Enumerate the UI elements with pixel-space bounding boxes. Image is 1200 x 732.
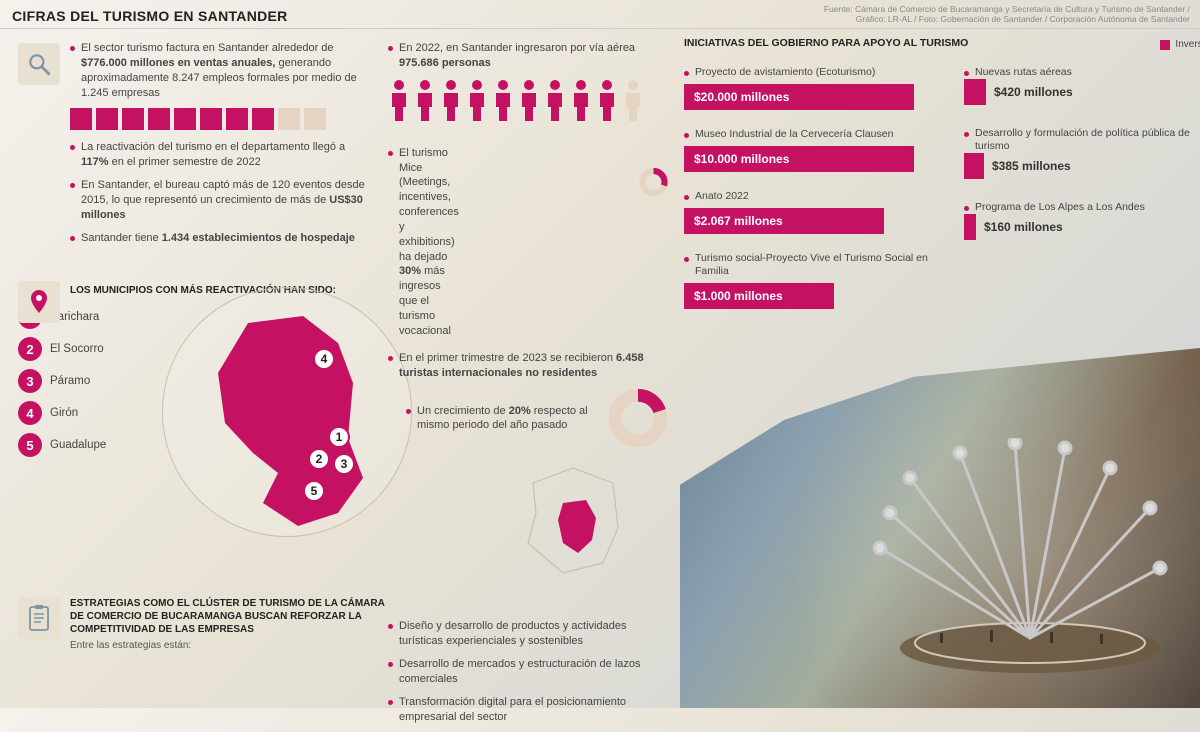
initiative-item: Desarrollo y formulación de política púb… (964, 127, 1194, 179)
mice-donut-chart (639, 142, 668, 222)
pin-icon (18, 281, 60, 323)
fact-bullet: Santander tiene 1.434 establecimientos d… (70, 231, 372, 246)
fact-bullet: La reactivación del turismo en el depart… (70, 140, 372, 170)
map-zoom: 4 1235 (162, 287, 412, 537)
strategy-bullet: Transformación digital para el posiciona… (388, 695, 668, 725)
strategies-block: ESTRATEGIAS COMO EL CLÚSTER DE TURISMO D… (18, 597, 398, 651)
map-marker: 2 (308, 448, 330, 470)
initiative-item: Nuevas rutas aéreas$420 millones (964, 66, 1194, 105)
map-marker: 4 (313, 348, 335, 370)
strategy-bullet: Desarrollo de mercados y estructuración … (388, 657, 668, 687)
initiative-item: Turismo social-Proyecto Vive el Turismo … (684, 252, 934, 309)
map-marker: 3 (333, 453, 355, 475)
q1-tourists-bullet: En el primer trimestre de 2023 se recibi… (388, 351, 658, 381)
square-pictograph (70, 108, 372, 130)
legend-swatch (1160, 40, 1170, 50)
strategy-bullet: Diseño y desarrollo de productos y activ… (388, 619, 668, 649)
middle-column: En 2022, en Santander ingresaron por vía… (388, 37, 668, 732)
strategy-list: Diseño y desarrollo de productos y activ… (388, 619, 668, 724)
people-pictograph (388, 79, 668, 124)
initiative-item: Proyecto de avistamiento (Ecoturismo)$20… (684, 66, 934, 110)
strategies-title: ESTRATEGIAS COMO EL CLÚSTER DE TURISMO D… (70, 597, 398, 636)
strategies-subtitle: Entre las estrategias están: (70, 640, 398, 651)
legend-label: Inversión (1175, 39, 1200, 50)
initiative-item: Programa de Los Alpes a Los Andes$160 mi… (964, 201, 1194, 240)
mice-bullet: El turismo Mice (Meetings, incentives, c… (388, 146, 459, 339)
fact-bullet: El sector turismo factura en Santander a… (70, 41, 372, 100)
map-marker: 1 (328, 426, 350, 448)
source-credit: Fuente: Cámara de Comercio de Bucaramang… (824, 4, 1190, 24)
left-column: El sector turismo factura en Santander a… (12, 37, 372, 732)
legend: Inversión (1160, 39, 1200, 50)
sculpture-structure (850, 438, 1170, 688)
initiative-item: Anato 2022$2.067 millones (684, 190, 934, 234)
air-arrivals-bullet: En 2022, en Santander ingresaron por vía… (388, 41, 668, 71)
clipboard-icon (18, 597, 60, 639)
map-marker: 5 (303, 480, 325, 502)
initiatives-title: INICIATIVAS DEL GOBIERNO PARA APOYO AL T… (684, 37, 1200, 50)
overview-map (518, 458, 628, 578)
initiative-item: Museo Industrial de la Cervecería Clause… (684, 128, 934, 172)
growth-bullet: Un crecimiento de 20% respecto al mismo … (406, 404, 598, 434)
growth-donut-chart (608, 388, 668, 448)
search-icon (18, 43, 60, 85)
fact-bullet: En Santander, el bureau captó más de 120… (70, 178, 372, 223)
